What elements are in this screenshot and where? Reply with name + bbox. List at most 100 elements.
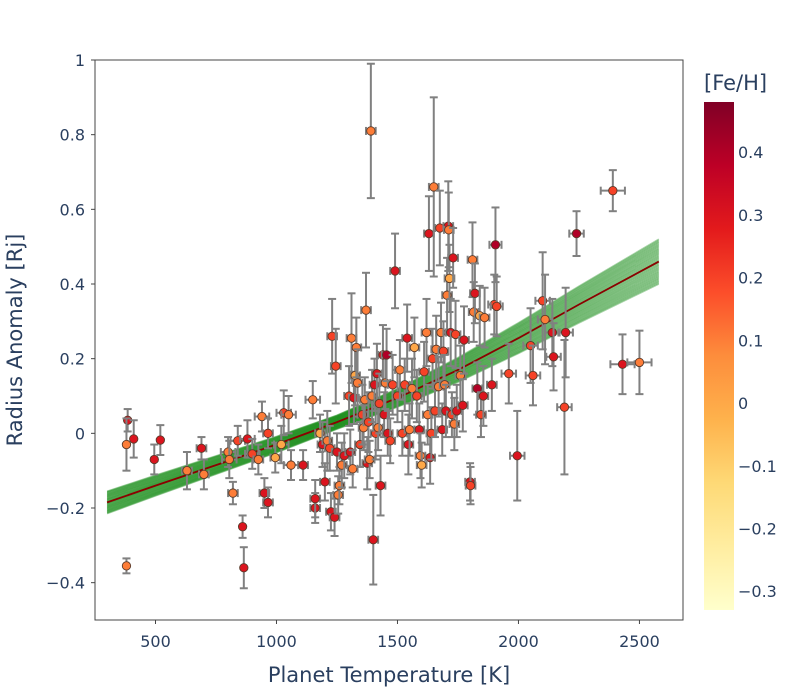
data-point-marker xyxy=(375,480,386,491)
data-point xyxy=(239,546,249,590)
data-point xyxy=(557,286,574,379)
data-point-marker xyxy=(512,451,522,461)
data-point-marker xyxy=(459,335,469,345)
x-tick-label: 2000 xyxy=(498,632,539,651)
data-point-marker xyxy=(417,460,427,470)
data-point-marker xyxy=(348,464,358,474)
data-point-marker xyxy=(276,439,286,450)
data-point-marker xyxy=(560,327,571,338)
data-point-marker xyxy=(263,428,273,438)
data-point xyxy=(420,297,433,368)
data-point-marker xyxy=(239,563,249,573)
data-point xyxy=(149,443,159,476)
data-point-marker xyxy=(387,380,398,390)
data-point xyxy=(121,417,132,472)
data-point xyxy=(280,395,297,435)
data-point-marker xyxy=(129,434,139,444)
data-point xyxy=(363,439,376,480)
data-point-marker xyxy=(478,391,489,401)
data-point-marker xyxy=(368,535,378,545)
data-point xyxy=(239,419,256,459)
x-axis-ticks: 500 1000 1500 2000 2500 xyxy=(140,620,660,651)
data-point xyxy=(524,344,542,407)
data-point xyxy=(401,303,413,373)
data-point-marker xyxy=(540,314,550,325)
data-point xyxy=(221,439,238,480)
y-tick-label: 0.8 xyxy=(60,126,85,145)
data-point-marker xyxy=(385,436,395,446)
data-point-marker xyxy=(470,288,480,298)
data-point-marker xyxy=(308,395,318,405)
x-tick-label: 1500 xyxy=(377,632,418,651)
data-point-marker xyxy=(361,305,371,315)
data-point-marker xyxy=(547,327,557,338)
data-point xyxy=(478,286,491,349)
data-point-marker xyxy=(492,301,502,312)
colorbar-tick-label: 0.3 xyxy=(738,206,763,225)
data-point-marker xyxy=(402,333,412,343)
data-point-marker xyxy=(366,126,376,136)
data-point xyxy=(328,497,341,537)
data-point xyxy=(449,299,462,369)
data-point xyxy=(309,479,322,519)
data-point xyxy=(304,380,322,420)
data-point-marker xyxy=(421,327,432,338)
data-point-marker xyxy=(571,228,582,239)
data-point-marker xyxy=(155,435,165,445)
data-point xyxy=(456,378,469,433)
data-point xyxy=(447,227,459,289)
data-point-marker xyxy=(409,342,420,353)
data-point-marker xyxy=(548,352,559,362)
data-point-marker xyxy=(373,423,383,433)
data-point xyxy=(198,458,210,491)
data-point xyxy=(415,441,428,489)
data-point-marker xyxy=(390,266,400,276)
data-point xyxy=(556,339,573,476)
colorbar-tick-label: 0.4 xyxy=(738,143,763,162)
y-tick-label: 0.6 xyxy=(60,200,85,219)
data-point xyxy=(536,273,554,366)
colorbar-tick-label: −0.2 xyxy=(738,519,777,538)
colorbar-title: [Fe/H] xyxy=(704,71,767,95)
colorbar-ticks: 0.4 0.3 0.2 0.1 0 −0.1 −0.2 −0.3 xyxy=(738,143,777,601)
data-point-marker xyxy=(487,380,497,390)
data-point-marker xyxy=(257,411,267,422)
data-point-marker xyxy=(415,451,426,461)
data-point xyxy=(365,62,377,200)
data-point xyxy=(181,451,193,491)
data-point xyxy=(477,365,490,427)
data-point xyxy=(626,329,653,396)
colorbar-tick-label: 0.2 xyxy=(738,269,763,288)
data-point-marker xyxy=(458,400,468,410)
data-point-marker xyxy=(465,480,476,491)
data-point xyxy=(346,449,359,489)
data-points-layer xyxy=(121,62,653,590)
data-point xyxy=(121,557,132,575)
data-point xyxy=(252,443,265,476)
data-point-marker xyxy=(320,477,330,487)
data-point-marker xyxy=(228,488,238,498)
data-point-marker xyxy=(223,447,233,457)
colorbar-tick-label: −0.1 xyxy=(738,457,777,476)
data-point-marker xyxy=(479,312,490,323)
x-tick-label: 1000 xyxy=(256,632,297,651)
data-point-marker xyxy=(283,410,294,420)
data-point-marker xyxy=(412,391,422,401)
data-point xyxy=(367,493,380,586)
data-point-marker xyxy=(333,490,343,500)
data-point xyxy=(155,424,165,456)
data-point-marker xyxy=(634,357,645,368)
data-point-marker xyxy=(419,367,429,377)
data-point xyxy=(373,372,386,435)
y-tick-label: 0 xyxy=(75,424,85,443)
data-point-marker xyxy=(351,342,361,353)
data-point xyxy=(329,327,342,405)
data-point xyxy=(384,417,397,465)
data-point xyxy=(486,357,498,412)
y-axis-ticks: −0.4 −0.2 0 0.2 0.4 0.6 0.8 1 xyxy=(46,51,95,593)
data-point xyxy=(227,480,239,506)
data-point xyxy=(599,169,626,213)
data-point-marker xyxy=(404,424,415,435)
y-tick-label: 0.2 xyxy=(60,350,85,369)
